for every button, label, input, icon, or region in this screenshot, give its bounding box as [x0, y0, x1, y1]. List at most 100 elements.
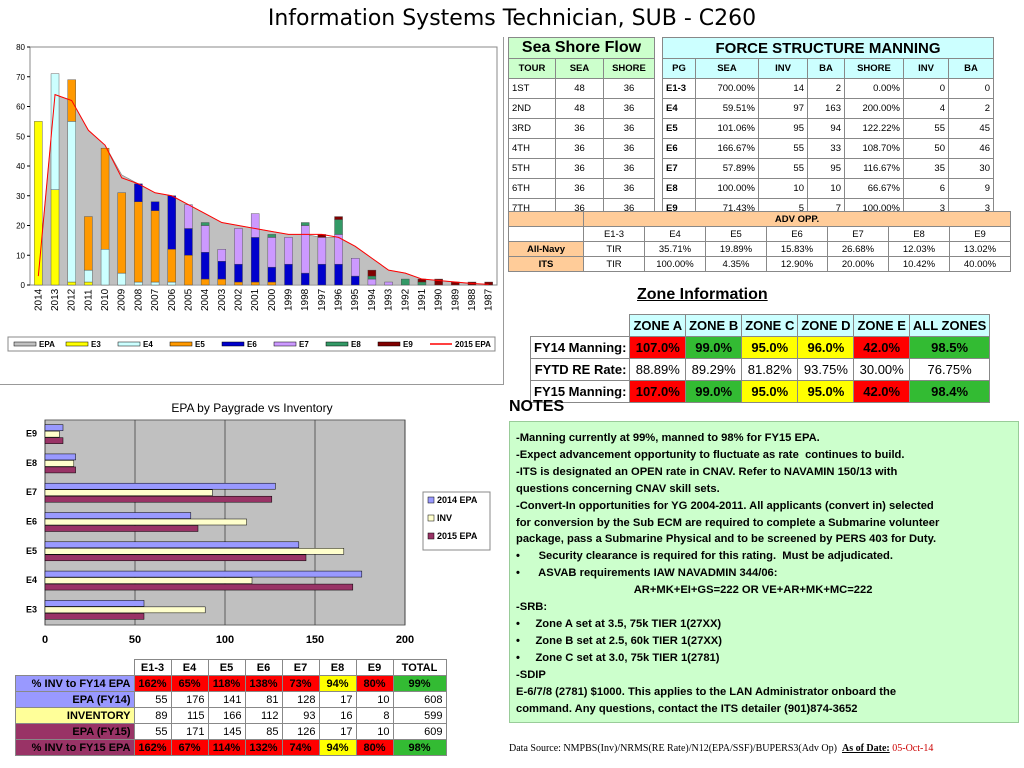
force-cell: 163	[807, 98, 845, 119]
x-tick-label: 2014	[33, 288, 44, 311]
bar-2014-epa-e6	[44, 512, 192, 519]
x-tick-label: 1988	[467, 288, 478, 311]
force-cell: 14	[758, 78, 808, 99]
bar-e7-2003	[217, 249, 227, 262]
zone-cell: 99.0%	[685, 336, 743, 359]
adv-opp-cell: 20.00%	[827, 256, 889, 272]
sea-shore-row: 3RD 36 36	[508, 118, 655, 139]
adv-opp-label: ITS	[508, 256, 584, 272]
panel-divider	[503, 37, 504, 385]
force-row: E6 166.67% 55 33 108.70% 50 46	[662, 138, 994, 159]
y-tick-label: E3	[26, 604, 37, 614]
bar-e8-2004	[200, 222, 210, 226]
force-cell: 9	[948, 178, 994, 199]
adv-opp-header: E7	[827, 226, 889, 242]
bar-e5-2004	[200, 278, 210, 286]
sea-shore-cell: 48	[555, 98, 604, 119]
sea-shore-header: TOUR	[508, 58, 556, 79]
zone-cell: 98.5%	[908, 336, 991, 359]
force-row: E8 100.00% 10 10 66.67% 6 9	[662, 178, 994, 199]
bar-e7-2005	[184, 204, 193, 229]
bottom-cell: 16	[318, 707, 357, 724]
note-line: • Zone B set at 2.5, 60k TIER 1(27XX)	[516, 634, 722, 647]
bar-e8-1994	[367, 275, 377, 280]
legend-swatch	[221, 341, 245, 347]
legend-label: 2015 EPA	[437, 531, 478, 541]
adv-opp-cell: 19.89%	[705, 241, 767, 257]
adv-opp-cell: TIR	[583, 241, 645, 257]
sea-shore-cell: 6TH	[508, 178, 556, 199]
bar-2014-epa-e4	[44, 570, 363, 578]
bar-e6-2002	[234, 263, 243, 283]
epa-inventory-table: E1-3 E4 E5 E6 E7 E8 E9 TOTAL % INV to FY14 EPA 1…	[15, 659, 447, 756]
zone-info-title: Zone Information	[637, 286, 768, 303]
bar-e6-2006	[167, 195, 176, 250]
y-tick-label: E9	[26, 429, 37, 439]
adv-opp-cell: 10.42%	[888, 256, 950, 272]
x-tick-label: 1999	[284, 288, 295, 311]
bottom-header: E1-3	[133, 659, 172, 676]
x-tick-label: 2009	[117, 288, 128, 311]
bottom-cell: 85	[244, 723, 283, 740]
adv-opp-cell: 13.02%	[949, 241, 1011, 257]
force-cell: E7	[662, 158, 696, 179]
bottom-cell: 94%	[318, 739, 357, 756]
bar-inv-e6	[44, 518, 247, 526]
y-tick-label: 60	[16, 103, 25, 112]
y-tick-label: 20	[16, 222, 25, 231]
notes-title: NOTES	[509, 398, 565, 415]
sea-shore-header: SEA	[555, 58, 604, 79]
y-tick-label: 50	[16, 132, 25, 141]
y-tick-label: 40	[16, 162, 25, 171]
note-line: -SDIP	[516, 668, 546, 681]
bottom-cell: 74%	[281, 739, 320, 756]
bar-inv-e7	[44, 489, 213, 496]
y-tick-label: 0	[21, 281, 26, 290]
bottom-header: E6	[244, 659, 283, 676]
bottom-cell: 145	[207, 723, 246, 740]
sea-shore-cell: 36	[603, 158, 655, 179]
zone-cell: 99.0%	[685, 380, 743, 403]
force-cell: 101.06%	[695, 118, 759, 139]
epa-2015-line	[37, 93, 489, 285]
bar-e3-2014	[34, 121, 43, 286]
x-tick-label: 2000	[267, 288, 278, 311]
bar-e7-1995	[351, 258, 360, 277]
x-tick-label: 2002	[233, 288, 244, 311]
legend-swatch	[325, 341, 349, 347]
bar-e8-1998	[300, 222, 310, 226]
bar-e9-1987	[484, 281, 493, 286]
x-tick-label: 2001	[250, 288, 261, 311]
bottom-header: E5	[207, 659, 246, 676]
sea-shore-row: 5TH 36 36	[508, 158, 655, 179]
note-line: E-6/7/8 (2781) $1000. This applies to th…	[516, 685, 897, 698]
force-cell: 100.00%	[695, 178, 759, 199]
sea-shore-row: 2ND 48 36	[508, 98, 655, 119]
bar-2015-epa-e8	[44, 466, 76, 474]
zone-cell: 76.75%	[908, 358, 991, 381]
bar-inv-e3	[44, 606, 206, 614]
zone-row-label: FY15 Manning:	[529, 380, 631, 403]
zone-cell: 95.0%	[741, 336, 799, 359]
bottom-cell: 55	[133, 723, 172, 740]
adv-opp-header: E6	[766, 226, 828, 242]
bottom-header: E8	[318, 659, 357, 676]
force-cell: 200.00%	[844, 98, 904, 119]
data-source-text: Data Source: NMPBS(Inv)/NRMS(RE Rate)/N1…	[509, 743, 837, 754]
force-row: E7 57.89% 55 95 116.67% 35 30	[662, 158, 994, 179]
page-title: Information Systems Technician, SUB - C2…	[267, 6, 757, 31]
bar-e5-2005	[184, 255, 193, 286]
adv-opp-cell: 4.35%	[705, 256, 767, 272]
bar-e3-2011	[84, 281, 93, 286]
chart-title: EPA by Paygrade vs Inventory	[171, 401, 332, 415]
bottom-cell: 608	[392, 691, 447, 708]
bar-e8-1992	[401, 278, 410, 286]
bar-e4-2008	[134, 281, 143, 286]
bottom-cell: 132%	[244, 739, 283, 756]
bar-e7-1993	[384, 281, 393, 286]
note-line: -Expect advancement opportunity to fluct…	[516, 448, 905, 461]
adv-opp-cell: 12.90%	[766, 256, 828, 272]
adv-opp-label: All-Navy	[508, 241, 584, 257]
bar-e8-1996	[334, 219, 343, 235]
bar-2015-epa-e4	[44, 583, 354, 591]
